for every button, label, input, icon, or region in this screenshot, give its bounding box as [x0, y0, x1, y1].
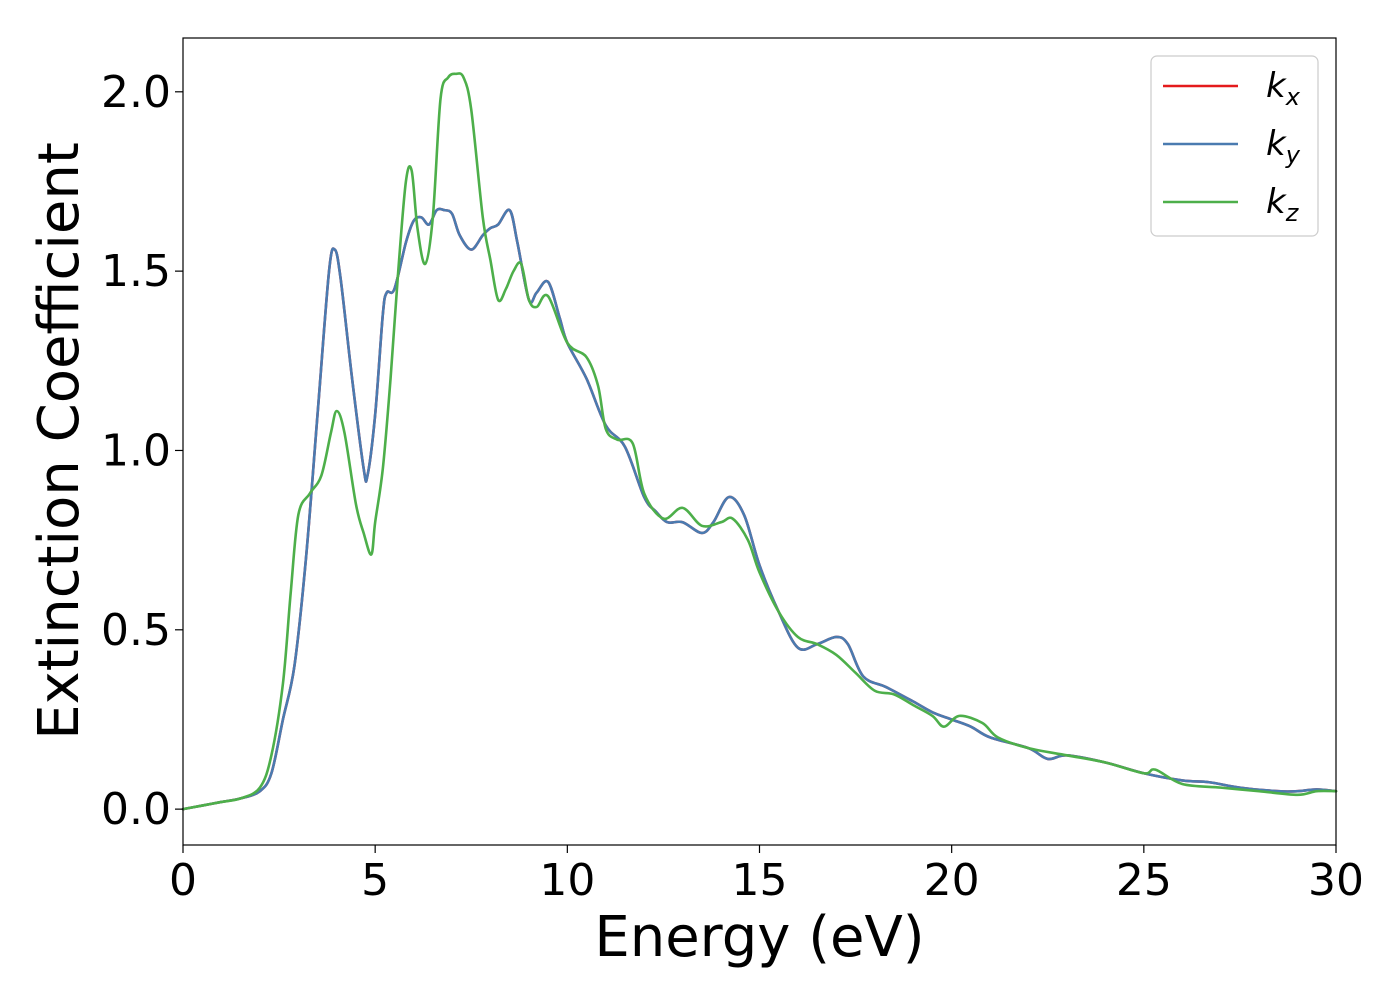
x-axis-label: Energy (eV) — [594, 905, 924, 970]
x-tick-label: 30 — [1308, 855, 1364, 906]
x-tick-label: 15 — [732, 855, 788, 906]
series-layer — [181, 72, 1338, 811]
x-tick-label: 10 — [539, 855, 595, 906]
y-tick-label: 2.0 — [101, 67, 171, 118]
x-axis-ticks: 0 5 10 15 20 25 30 — [169, 845, 1364, 906]
y-tick-label: 1.5 — [101, 246, 171, 297]
x-tick-label: 5 — [361, 855, 389, 906]
x-tick-label: 0 — [169, 855, 197, 906]
x-tick-label: 25 — [1116, 855, 1172, 906]
y-tick-label: 1.0 — [101, 425, 171, 476]
legend-label-kx: kx — [1266, 66, 1301, 111]
legend-items: kx ky kz — [1163, 66, 1301, 227]
x-tick-label: 20 — [924, 855, 980, 906]
y-axis-label: Extinction Coefficient — [27, 142, 92, 740]
series-line-kz — [181, 72, 1338, 811]
y-tick-label: 0.0 — [101, 784, 171, 835]
series-line-ky — [181, 207, 1338, 811]
legend-label-kz: kz — [1266, 182, 1300, 227]
y-tick-label: 0.5 — [101, 605, 171, 656]
y-axis-ticks: 0.0 0.5 1.0 1.5 2.0 — [101, 67, 183, 835]
legend: kx ky kz — [1150, 55, 1319, 237]
legend-frame — [1150, 55, 1319, 237]
plot-area-background — [183, 38, 1336, 845]
legend-label-ky: ky — [1266, 124, 1301, 169]
